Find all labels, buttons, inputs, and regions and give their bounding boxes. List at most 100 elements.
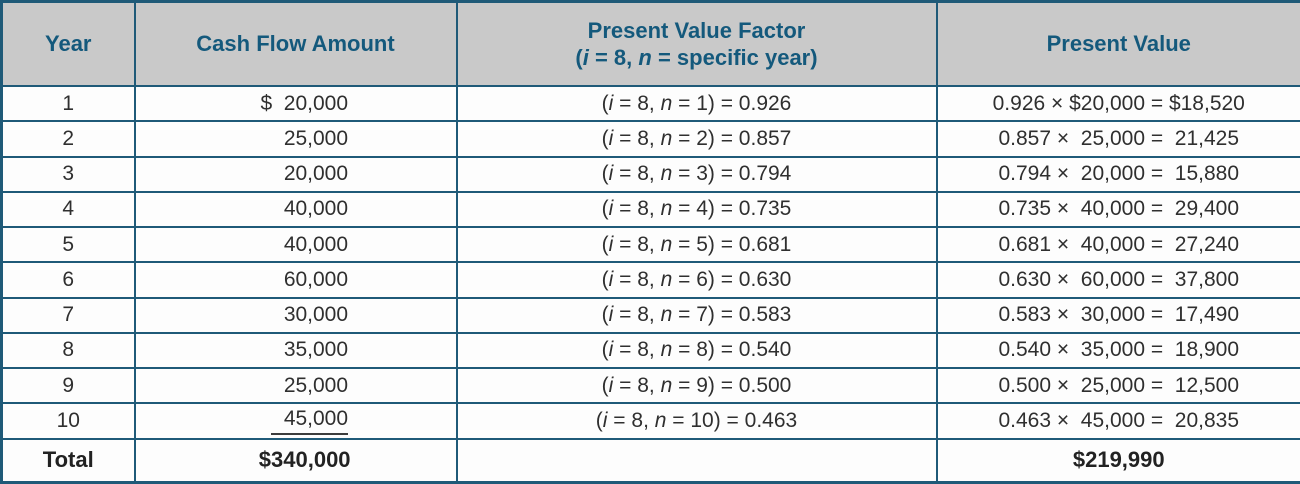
factor-text: (i = 8, n = 8) = 0.540 [602, 338, 792, 361]
table-row: 6 60,000 (i = 8, n = 6) = 0.630 0.630 × … [0, 261, 1300, 299]
var-n: n [660, 197, 673, 221]
year-value: 1 [62, 91, 75, 115]
header-pv-factor: Present Value Factor (i = 8, n = specifi… [455, 0, 938, 87]
factor-mid: = 8, [613, 162, 661, 186]
cash-flow-cell: 20,000 [133, 155, 458, 193]
year-value: 3 [62, 162, 75, 186]
factor-text: (i = 8, n = 7) = 0.583 [602, 303, 792, 326]
var-n: n [660, 373, 673, 397]
header-present-value: Present Value [935, 0, 1300, 87]
paren-open: ( [601, 162, 609, 186]
present-value-text: 0.463 × 45,000 = 20,835 [998, 408, 1240, 432]
var-i: i [608, 126, 614, 150]
header-cash-flow: Cash Flow Amount [133, 0, 458, 87]
var-n: n [660, 303, 673, 327]
factor-cell: (i = 8, n = 1) = 0.926 [455, 84, 938, 123]
cash-flow-cell: 45,000 [133, 402, 458, 440]
year-cell: 3 [0, 155, 136, 193]
var-i: i [608, 338, 614, 362]
cash-flow-cell: 60,000 [133, 261, 458, 299]
present-value-text: 0.735 × 40,000 = 29,400 [998, 197, 1240, 221]
factor-cell: (i = 8, n = 6) = 0.630 [455, 261, 938, 299]
var-n: n [638, 45, 652, 70]
var-i: i [582, 45, 589, 70]
present-value-text: 0.540 × 35,000 = 18,900 [998, 338, 1240, 362]
factor-mid: = 8, [613, 303, 661, 327]
year-value: 4 [62, 197, 75, 221]
year-value: 10 [56, 408, 80, 432]
present-value-cell: 0.630 × 60,000 = 37,800 [935, 261, 1300, 299]
cash-flow-align: 40,000 [243, 197, 348, 221]
present-value-text: 0.794 × 20,000 = 15,880 [998, 162, 1240, 186]
var-i: i [608, 91, 614, 115]
factor-suffix: = 9) = 0.500 [672, 373, 792, 397]
cash-flow-align: 25,000 [243, 127, 348, 151]
paren-open: ( [601, 232, 609, 256]
cash-flow-align: 40,000 [243, 233, 348, 257]
paren-open: ( [575, 45, 583, 70]
table-row: 2 25,000 (i = 8, n = 2) = 0.857 0.857 × … [0, 120, 1300, 158]
year-value: 2 [62, 126, 75, 150]
factor-mid: = 8, [613, 373, 661, 397]
year-cell: 5 [0, 225, 136, 264]
year-cell: 9 [0, 366, 136, 405]
cash-flow-value: 45,000 [270, 407, 349, 435]
factor-suffix: = 10) = 0.463 [666, 408, 798, 432]
present-value-text: 0.857 × 25,000 = 21,425 [998, 126, 1240, 150]
var-i: i [608, 232, 614, 256]
year-cell: 6 [0, 261, 136, 299]
factor-text: (i = 8, n = 10) = 0.463 [596, 409, 797, 432]
year-cell: 7 [0, 296, 136, 334]
present-value-text: 0.630 × 60,000 = 37,800 [998, 267, 1240, 291]
cash-flow-value: 25,000 [283, 373, 349, 397]
factor-suffix: = 6) = 0.630 [672, 267, 792, 291]
cash-flow-cell: 40,000 [133, 225, 458, 264]
cash-flow-value: 40,000 [283, 197, 349, 221]
present-value-cell: 0.463 × 45,000 = 20,835 [935, 402, 1300, 440]
cash-flow-value: 25,000 [283, 126, 349, 150]
factor-mid: = 8, [607, 408, 655, 432]
table-row: 3 20,000 (i = 8, n = 3) = 0.794 0.794 × … [0, 155, 1300, 193]
year-value: 8 [62, 338, 75, 362]
factor-text: (i = 8, n = 2) = 0.857 [602, 127, 792, 150]
present-value-text: 0.500 × 25,000 = 12,500 [998, 373, 1240, 397]
factor-text: (i = 8, n = 3) = 0.794 [602, 162, 792, 185]
factor-text: (i = 8, n = 5) = 0.681 [602, 233, 792, 256]
factor-cell: (i = 8, n = 9) = 0.500 [455, 366, 938, 405]
factor-cell: (i = 8, n = 5) = 0.681 [455, 225, 938, 264]
present-value-cell: 0.583 × 30,000 = 17,490 [935, 296, 1300, 334]
total-present-value: $219,990 [1072, 447, 1165, 473]
table-row: 10 45,000 (i = 8, n = 10) = 0.463 0.463 … [0, 402, 1300, 440]
year-value: 9 [62, 373, 75, 397]
cash-flow-cell: 40,000 [133, 190, 458, 229]
cash-flow-align: 60,000 [243, 268, 348, 292]
table-row: 7 30,000 (i = 8, n = 7) = 0.583 0.583 × … [0, 296, 1300, 334]
paren-open: ( [601, 373, 609, 397]
cash-flow-align: 45,000 [243, 407, 349, 435]
table-body: 1 $ 20,000 (i = 8, n = 1) = 0.926 0.926 … [0, 84, 1300, 440]
year-cell: 4 [0, 190, 136, 229]
cash-flow-value: 60,000 [283, 267, 349, 291]
header-year-label: Year [45, 31, 92, 57]
factor-cell: (i = 8, n = 10) = 0.463 [455, 402, 938, 440]
factor-cell: (i = 8, n = 8) = 0.540 [455, 331, 938, 370]
cash-flow-value: 30,000 [283, 303, 349, 327]
cash-flow-align: 35,000 [243, 338, 348, 362]
table-row: 8 35,000 (i = 8, n = 8) = 0.540 0.540 × … [0, 331, 1300, 370]
present-value-text: 0.583 × 30,000 = 17,490 [998, 303, 1240, 327]
factor-suffix: = 3) = 0.794 [672, 162, 792, 186]
paren-open: ( [601, 197, 609, 221]
var-i: i [608, 162, 614, 186]
factor-mid: = 8, [613, 126, 661, 150]
header-present-value-label: Present Value [1046, 31, 1191, 57]
var-n: n [654, 408, 667, 432]
factor-mid: = 8, [613, 338, 661, 362]
factor-mid: = 8, [613, 267, 661, 291]
cash-flow-cell: 25,000 [133, 120, 458, 158]
cash-flow-cell: $ 20,000 [133, 84, 458, 123]
table-row: 1 $ 20,000 (i = 8, n = 1) = 0.926 0.926 … [0, 84, 1300, 123]
paren-open: ( [601, 338, 609, 362]
present-value-cell: 0.735 × 40,000 = 29,400 [935, 190, 1300, 229]
